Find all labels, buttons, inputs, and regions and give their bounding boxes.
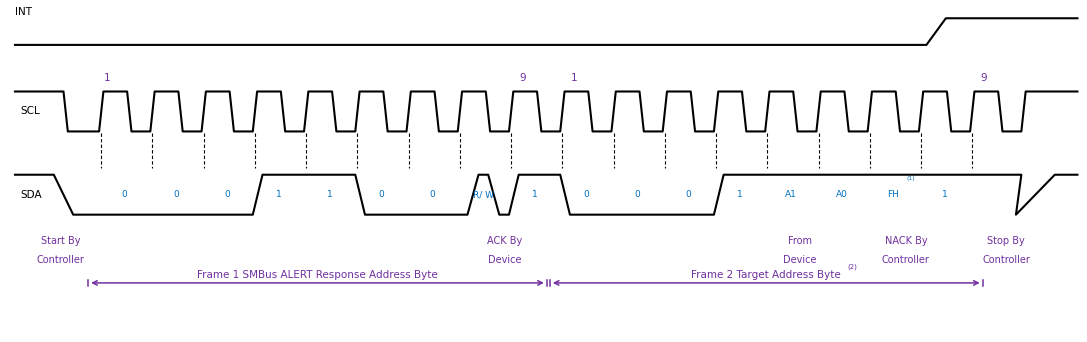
- Text: FH: FH: [887, 190, 899, 199]
- Text: 1: 1: [737, 190, 742, 199]
- Text: 0: 0: [686, 190, 691, 199]
- Text: Controller: Controller: [36, 254, 84, 265]
- Text: 9: 9: [980, 73, 987, 83]
- Text: (2): (2): [847, 264, 857, 270]
- Text: (1): (1): [907, 176, 915, 181]
- Text: R/ W: R/ W: [473, 190, 493, 199]
- Text: Controller: Controller: [983, 254, 1030, 265]
- Text: Device: Device: [488, 254, 522, 265]
- Text: ACK By: ACK By: [487, 236, 522, 246]
- Text: INT: INT: [15, 6, 32, 17]
- Text: From: From: [788, 236, 812, 246]
- Text: 0: 0: [583, 190, 589, 199]
- Text: Stop By: Stop By: [987, 236, 1025, 246]
- Text: A1: A1: [785, 190, 797, 199]
- Text: Frame 1 SMBus ALERT Response Address Byte: Frame 1 SMBus ALERT Response Address Byt…: [197, 269, 438, 279]
- Text: NACK By: NACK By: [885, 236, 927, 246]
- Text: SCL: SCL: [21, 106, 40, 117]
- Text: 1: 1: [571, 73, 577, 83]
- Text: 0: 0: [429, 190, 435, 199]
- Text: 1: 1: [327, 190, 333, 199]
- Text: 0: 0: [224, 190, 230, 199]
- Text: 0: 0: [634, 190, 640, 199]
- Text: A0: A0: [836, 190, 848, 199]
- Text: SDA: SDA: [21, 190, 42, 200]
- Text: 9: 9: [520, 73, 526, 83]
- Text: 1: 1: [104, 73, 111, 83]
- Text: 0: 0: [122, 190, 127, 199]
- Text: 1: 1: [941, 190, 948, 199]
- Text: Frame 2 Target Address Byte: Frame 2 Target Address Byte: [691, 269, 841, 279]
- Text: Device: Device: [784, 254, 817, 265]
- Text: 0: 0: [378, 190, 384, 199]
- Text: 0: 0: [173, 190, 179, 199]
- Text: Controller: Controller: [882, 254, 929, 265]
- Text: 1: 1: [275, 190, 282, 199]
- Text: Start By: Start By: [40, 236, 80, 246]
- Text: 1: 1: [532, 190, 537, 199]
